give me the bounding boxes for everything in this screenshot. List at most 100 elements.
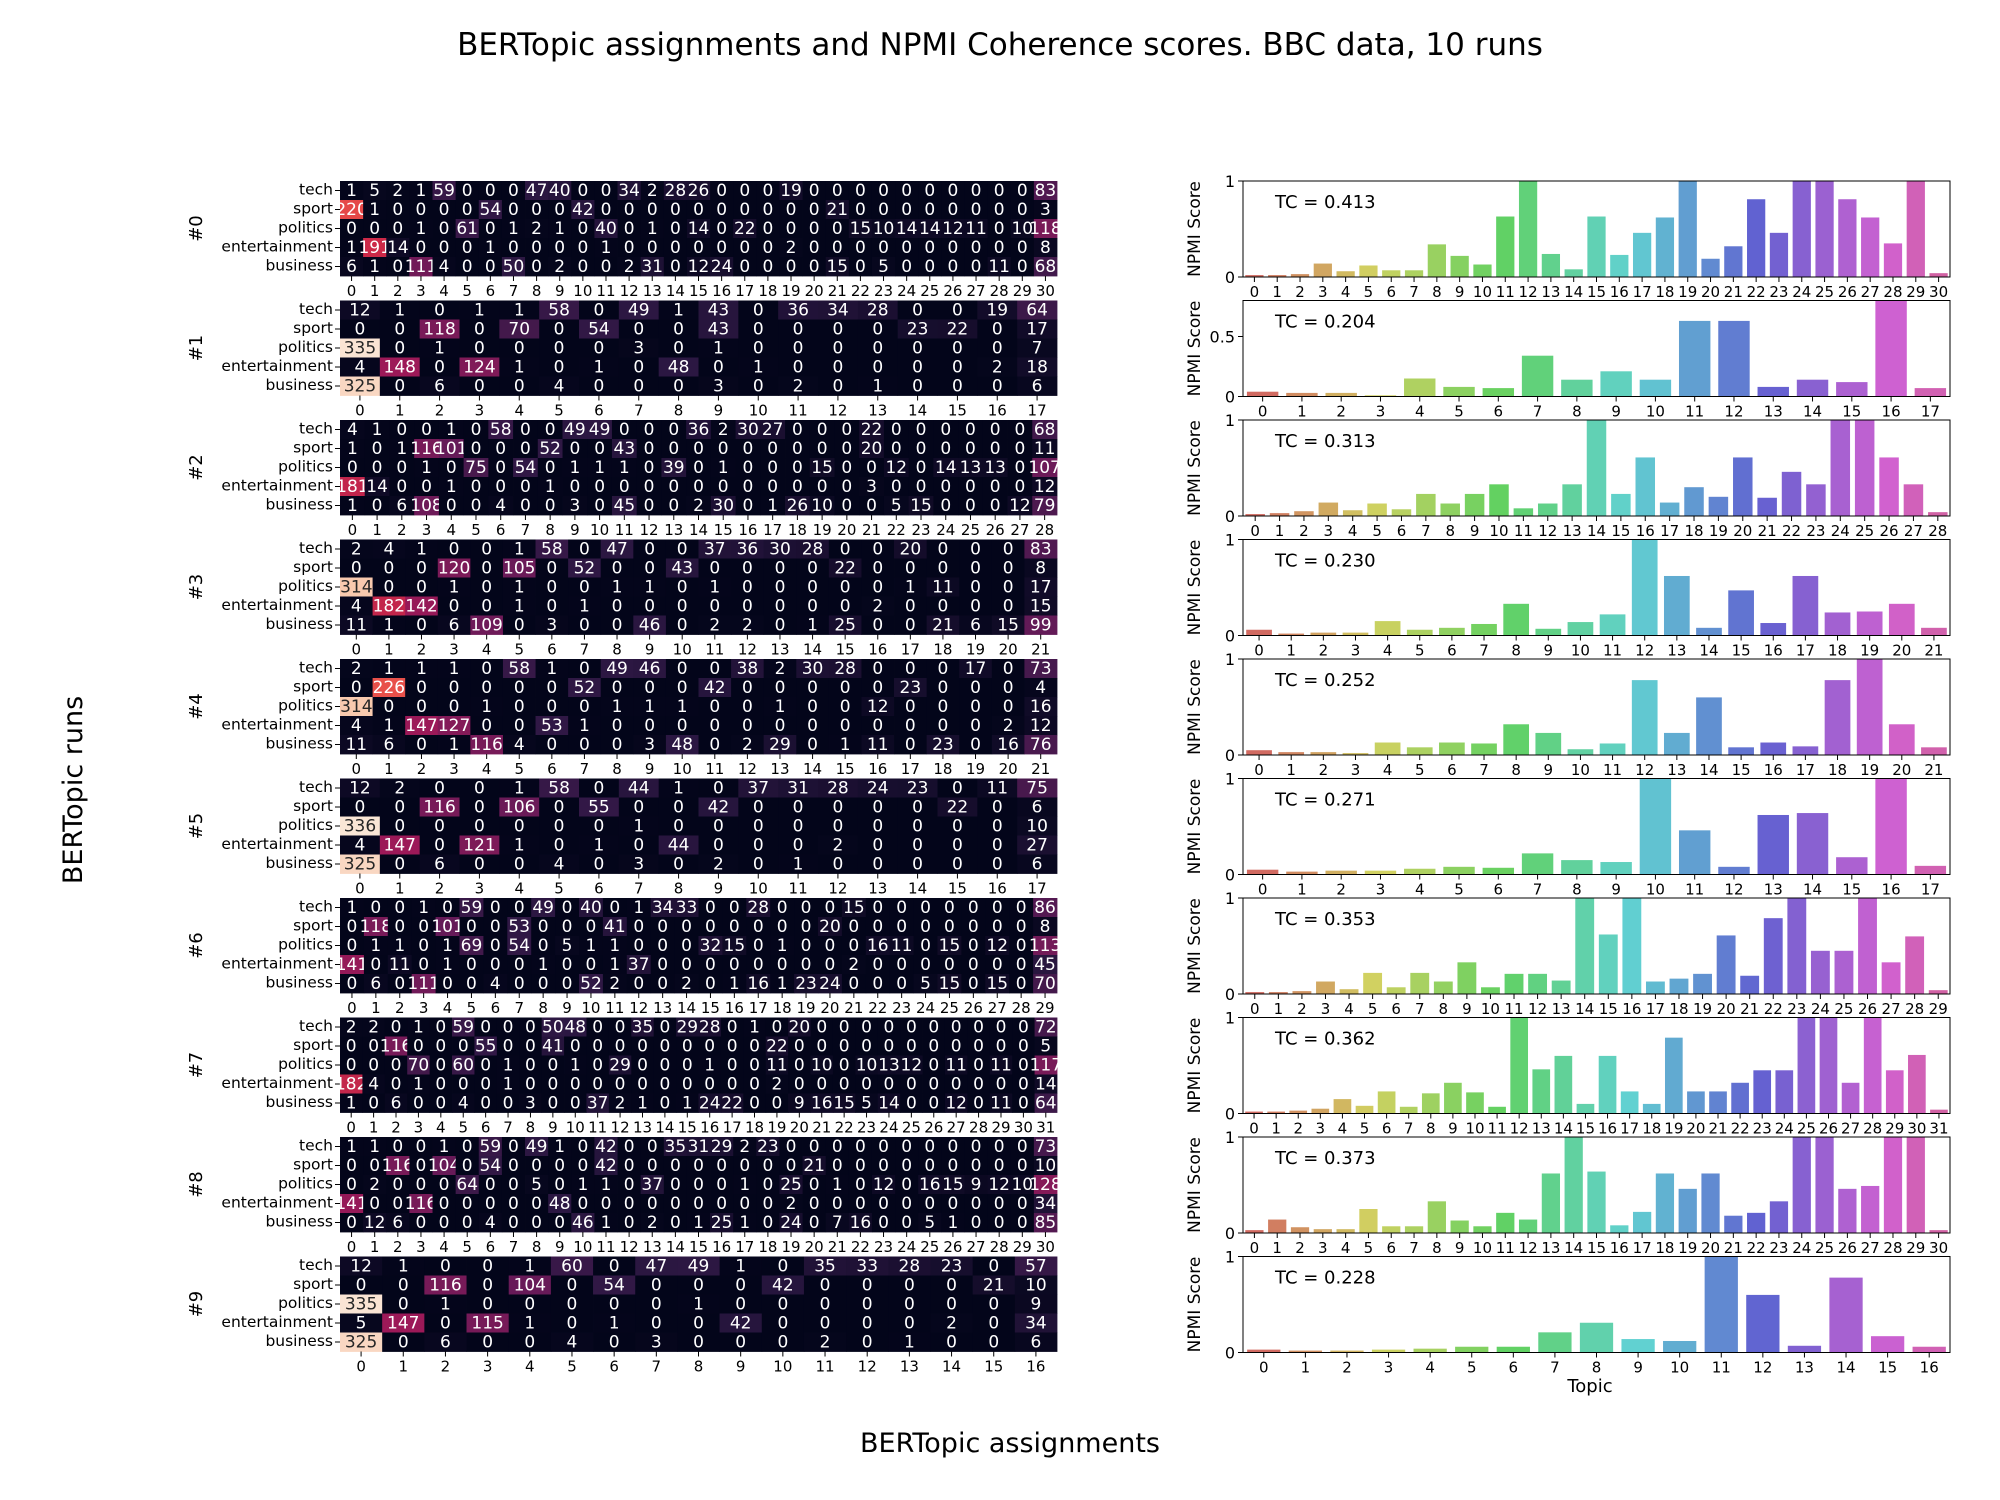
cell-value: 10 [1026,816,1048,836]
x-tick-label: 25 [1815,283,1834,301]
heatmap-cell [363,238,387,258]
cell-value: 0 [346,1156,357,1176]
cell-value: 2 [554,257,565,277]
cell-value: 3 [1040,200,1051,220]
cell-value: 0 [592,1017,603,1037]
heatmap-cell [834,458,860,478]
npmi-bar [1928,990,1948,994]
col-tick-label: 8 [532,282,542,300]
heatmap-cell [459,357,500,377]
cell-value: 0 [633,835,644,855]
col-tick-label: 12 [828,880,847,898]
x-tick-label: 5 [1454,881,1464,899]
npmi-bar [1806,484,1826,516]
npmi-bar [1489,484,1509,516]
row-label: sport [293,1036,333,1054]
heatmap-cell [825,257,850,277]
col-tick-label: 27 [967,1238,986,1256]
cell-value: 0 [825,955,836,975]
row-label: sport [293,319,333,337]
heatmap-cell [964,238,989,258]
cell-value: 0 [1017,1194,1028,1214]
row-label: business [265,1332,333,1350]
cell-value: 40 [595,219,617,239]
heatmap-cell [871,238,896,258]
heatmap-cell [778,338,819,358]
cell-value: 0 [514,974,525,994]
x-tick-label: 20 [1686,1120,1705,1138]
cell-value: 0 [474,319,485,339]
cell-value: 24 [867,778,889,798]
cell-value: 0 [1016,955,1027,975]
col-tick-label: 5 [554,880,564,898]
cell-value: 0 [809,1137,820,1157]
cell-value: 0 [531,1194,542,1214]
cell-value: 0 [458,1036,469,1056]
heatmap-cell [802,257,827,277]
cell-value: 1 [347,496,358,516]
x-tick-label: 27 [1861,1239,1880,1257]
npmi-bar [1639,379,1672,397]
cell-value: 0 [809,200,820,220]
cell-value: 0 [416,1156,427,1176]
cell-value: 0 [392,257,403,277]
npmi-bar [1427,244,1446,277]
cell-value: 0 [716,1175,727,1195]
x-tick-label: 5 [1454,403,1464,421]
cell-value: 0 [579,539,590,559]
cell-value: 29 [711,1137,733,1157]
cell-value: 0 [855,257,866,277]
cell-value: 0 [762,238,773,258]
cell-value: 0 [965,439,976,459]
heatmap-cell [848,200,873,220]
cell-value: 1 [570,1055,581,1075]
col-tick-label: 11 [789,880,808,898]
cell-value: 53 [541,716,563,736]
cell-value: 0 [1017,1156,1028,1176]
cell-value: 0 [944,898,955,918]
heatmap-run-0: #0techsportpoliticsentertainmentbusiness… [186,181,1062,300]
cell-value: 22 [947,797,969,817]
cell-value: 0 [833,338,844,358]
cell-value: 0 [577,219,588,239]
col-tick-label: 3 [416,1238,426,1256]
cell-value: 15 [826,257,848,277]
col-tick-label: 24 [936,521,955,539]
heatmap-cell [364,477,390,497]
cell-value: 1 [346,238,357,258]
cell-value: 49 [628,300,650,320]
cell-value: 0 [996,1017,1007,1037]
cell-value: 12 [873,1175,895,1195]
npmi-bar [1757,814,1789,875]
cell-value: 0 [792,458,803,478]
heatmap-cell [1033,181,1058,201]
npmi-bar [1921,747,1947,755]
heatmap-cell [937,300,978,320]
cell-value: 2 [992,357,1003,377]
cell-value: 0 [809,238,820,258]
col-tick-label: 13 [633,1119,652,1137]
npmi-bar [1567,622,1594,636]
cell-value: 0 [1016,917,1027,937]
col-tick-label: 0 [355,402,365,420]
heatmap-cell [731,539,765,559]
npmi-bar [1796,813,1829,875]
cell-value: 0 [682,1074,693,1094]
cell-value: 0 [905,558,916,578]
col-tick-label: 15 [701,999,720,1017]
npmi-bar [1824,612,1851,636]
cell-value: 2 [786,1194,797,1214]
cell-value: 6 [1032,797,1043,817]
npmi-bar [1696,697,1722,755]
npmi-bar [1406,747,1433,755]
col-tick-label: 10 [749,880,768,898]
cell-value: 1 [442,955,453,975]
cell-value: 0 [727,1036,738,1056]
cell-value: 0 [394,338,405,358]
cell-value: 0 [742,596,753,616]
heatmap-cell [848,238,873,258]
cell-value: 0 [767,458,778,478]
heatmap-cell [661,439,687,459]
row-label: entertainment [221,357,333,375]
npmi-bar [1246,629,1272,636]
